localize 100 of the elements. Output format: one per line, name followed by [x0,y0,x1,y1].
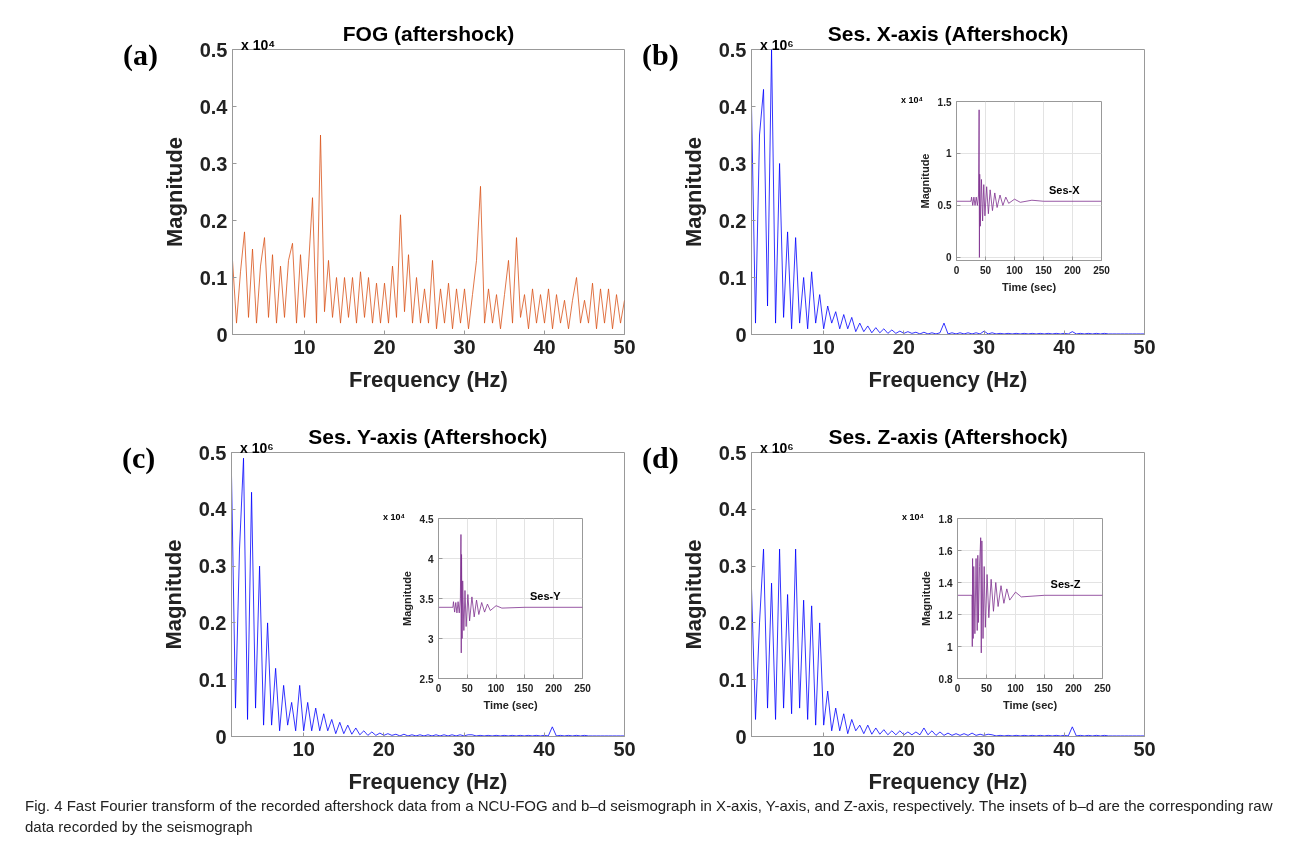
annotation: x 10⁶ [760,439,794,458]
x-tick-label: 200 [1064,264,1082,276]
y-tick-label: 0 [945,252,952,264]
y-axis-title: Magnitude [680,539,706,650]
x-axis-title: Time (sec) [1002,698,1058,711]
x-tick-label: 10 [812,335,835,358]
annotation: x 10⁴ [383,511,405,524]
x-tick-label: 10 [292,737,315,760]
y-tick-label: 0.3 [718,152,747,175]
x-tick-label: 40 [1053,737,1076,760]
x-tick-label: 50 [980,682,993,694]
y-tick-label: 1 [946,641,953,653]
x-axis-title: Time (sec) [1001,280,1057,293]
x-tick-label: 40 [533,335,556,358]
annotation: x 10⁴ [902,511,924,524]
y-tick-label: 0.2 [199,209,228,232]
x-tick-label: 250 [1094,682,1112,694]
x-tick-label: 150 [516,682,534,694]
x-tick-label: 50 [1133,335,1156,358]
y-tick-label: 1.5 [937,96,952,108]
x-tick-label: 20 [372,737,396,760]
x-axis-title: Frequency (Hz) [349,366,508,392]
series-label: Ses-Z [1050,578,1081,591]
x-tick-label: 30 [972,737,996,760]
y-tick-label: 0.8 [938,673,953,685]
chart-title: Ses. Z-axis (Aftershock) [828,424,1068,448]
y-axis-title: Magnitude [680,136,706,247]
y-tick-label: 0.1 [199,266,228,289]
y-tick-label: 0.5 [718,441,747,464]
y-axis-title: Magnitude [400,571,413,626]
y-tick-label: 0.2 [718,209,747,232]
y-tick-label: 0.1 [718,266,747,289]
x-tick-label: 100 [1007,682,1025,694]
x-tick-label: 0 [435,682,442,694]
x-tick-label: 40 [1053,335,1076,358]
x-tick-label: 30 [972,335,996,358]
annotation: x 10⁶ [760,36,794,55]
y-tick-label: 2.5 [419,673,434,685]
y-tick-label: 0.2 [198,611,227,634]
y-tick-label: 0.4 [718,498,748,521]
line-series [438,534,583,654]
y-axis-title: Magnitude [161,136,187,247]
x-tick-label: 10 [812,737,835,760]
y-tick-label: 0.3 [199,152,228,175]
line-series [232,134,625,330]
y-tick-label: 0.3 [198,555,227,578]
chart-title: Ses. Y-axis (Aftershock) [308,424,548,448]
y-tick-label: 0.3 [718,555,747,578]
chart-title: Ses. X-axis (Aftershock) [827,21,1069,45]
y-tick-label: 0.5 [199,38,228,61]
y-axis-title: Magnitude [160,539,186,650]
x-tick-label: 30 [452,737,476,760]
annotation: x 10⁶ [240,439,274,458]
y-tick-label: 0.2 [718,611,747,634]
y-tick-label: 0.4 [718,95,748,118]
x-tick-label: 100 [1006,264,1024,276]
y-tick-label: 3.5 [419,593,434,605]
annotation: x 10⁴ [901,94,923,107]
y-tick-label: 1.4 [938,577,953,589]
x-tick-label: 0 [954,682,961,694]
line-series [751,49,1145,335]
x-axis-title: Frequency (Hz) [868,768,1028,794]
series-label: Ses-X [1048,184,1081,197]
y-axis-title: Magnitude [918,153,931,209]
x-tick-label: 200 [545,682,563,694]
y-tick-label: 0.1 [198,668,227,691]
text: (c) [122,440,156,476]
x-tick-label: 150 [1035,264,1053,276]
line-series [957,537,1103,654]
x-tick-label: 20 [373,335,396,358]
text: (b) [642,37,679,73]
x-axis-title: Frequency (Hz) [348,768,508,794]
y-tick-label: 0.1 [718,668,747,691]
x-tick-label: 250 [1093,264,1111,276]
x-tick-label: 20 [892,335,916,358]
x-tick-label: 50 [979,264,992,276]
y-tick-label: 0.5 [937,200,952,212]
y-axis-title: Magnitude [919,571,932,626]
x-axis-title: Time (sec) [483,698,538,711]
x-tick-label: 50 [613,737,636,760]
x-tick-label: 150 [1036,682,1054,694]
y-tick-label: 0.4 [199,95,229,118]
annotation: x 10⁴ [241,36,276,55]
x-tick-label: 10 [293,335,316,358]
text: (a) [123,37,158,73]
series-label: Ses-Y [529,590,562,603]
x-tick-label: 250 [574,682,592,694]
text: (d) [642,440,679,476]
y-tick-label: 0.5 [198,441,227,464]
x-tick-label: 200 [1065,682,1083,694]
x-tick-label: 50 [1133,737,1156,760]
y-tick-label: 1.8 [938,513,953,525]
y-tick-label: 1.6 [938,545,953,557]
x-tick-label: 50 [613,335,636,358]
chart-title: FOG (aftershock) [342,21,515,45]
x-tick-label: 30 [453,335,476,358]
y-tick-label: 3 [427,633,434,645]
x-tick-label: 20 [892,737,916,760]
y-tick-label: 1.2 [938,609,953,621]
x-axis-title: Frequency (Hz) [868,366,1028,392]
